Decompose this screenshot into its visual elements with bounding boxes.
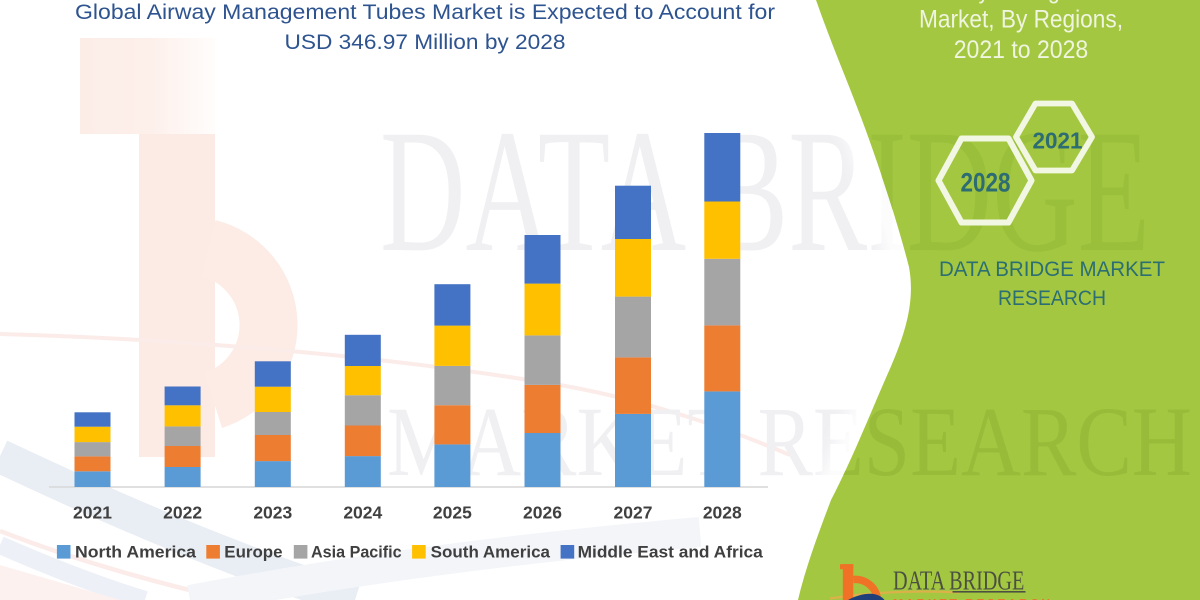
svg-text:2025: 2025	[433, 503, 472, 523]
svg-text:2026: 2026	[523, 503, 562, 523]
svg-text:Market, By Regions,: Market, By Regions,	[919, 6, 1123, 34]
svg-text:DATA BRIDGE: DATA BRIDGE	[893, 566, 1024, 596]
svg-text:2024: 2024	[343, 503, 382, 523]
svg-text:2021: 2021	[1033, 128, 1083, 154]
svg-text:2022: 2022	[163, 503, 202, 523]
svg-text:2028: 2028	[703, 503, 742, 523]
svg-text:Global Airway Management Tubes: Global Airway Management Tubes	[860, 0, 1182, 5]
svg-text:Europe: Europe	[224, 544, 282, 562]
svg-text:USD 346.97 Million by 2028: USD 346.97 Million by 2028	[285, 31, 566, 54]
svg-text:MARKET RESEARCH: MARKET RESEARCH	[893, 597, 1053, 600]
svg-text:2023: 2023	[253, 503, 292, 523]
svg-text:North America: North America	[75, 544, 197, 562]
svg-text:2028: 2028	[961, 168, 1011, 198]
svg-text:Middle East and Africa: Middle East and Africa	[578, 544, 764, 562]
svg-text:South America: South America	[431, 544, 551, 562]
svg-text:2027: 2027	[614, 503, 653, 523]
svg-text:2021: 2021	[73, 503, 112, 523]
svg-text:DATA BRIDGE MARKET: DATA BRIDGE MARKET	[939, 258, 1165, 281]
svg-text:Global Airway Management Tubes: Global Airway Management Tubes Market is…	[75, 1, 775, 24]
svg-text:Asia Pacific: Asia Pacific	[311, 544, 402, 562]
svg-text:2021 to 2028: 2021 to 2028	[954, 36, 1089, 64]
svg-text:RESEARCH: RESEARCH	[998, 287, 1106, 310]
